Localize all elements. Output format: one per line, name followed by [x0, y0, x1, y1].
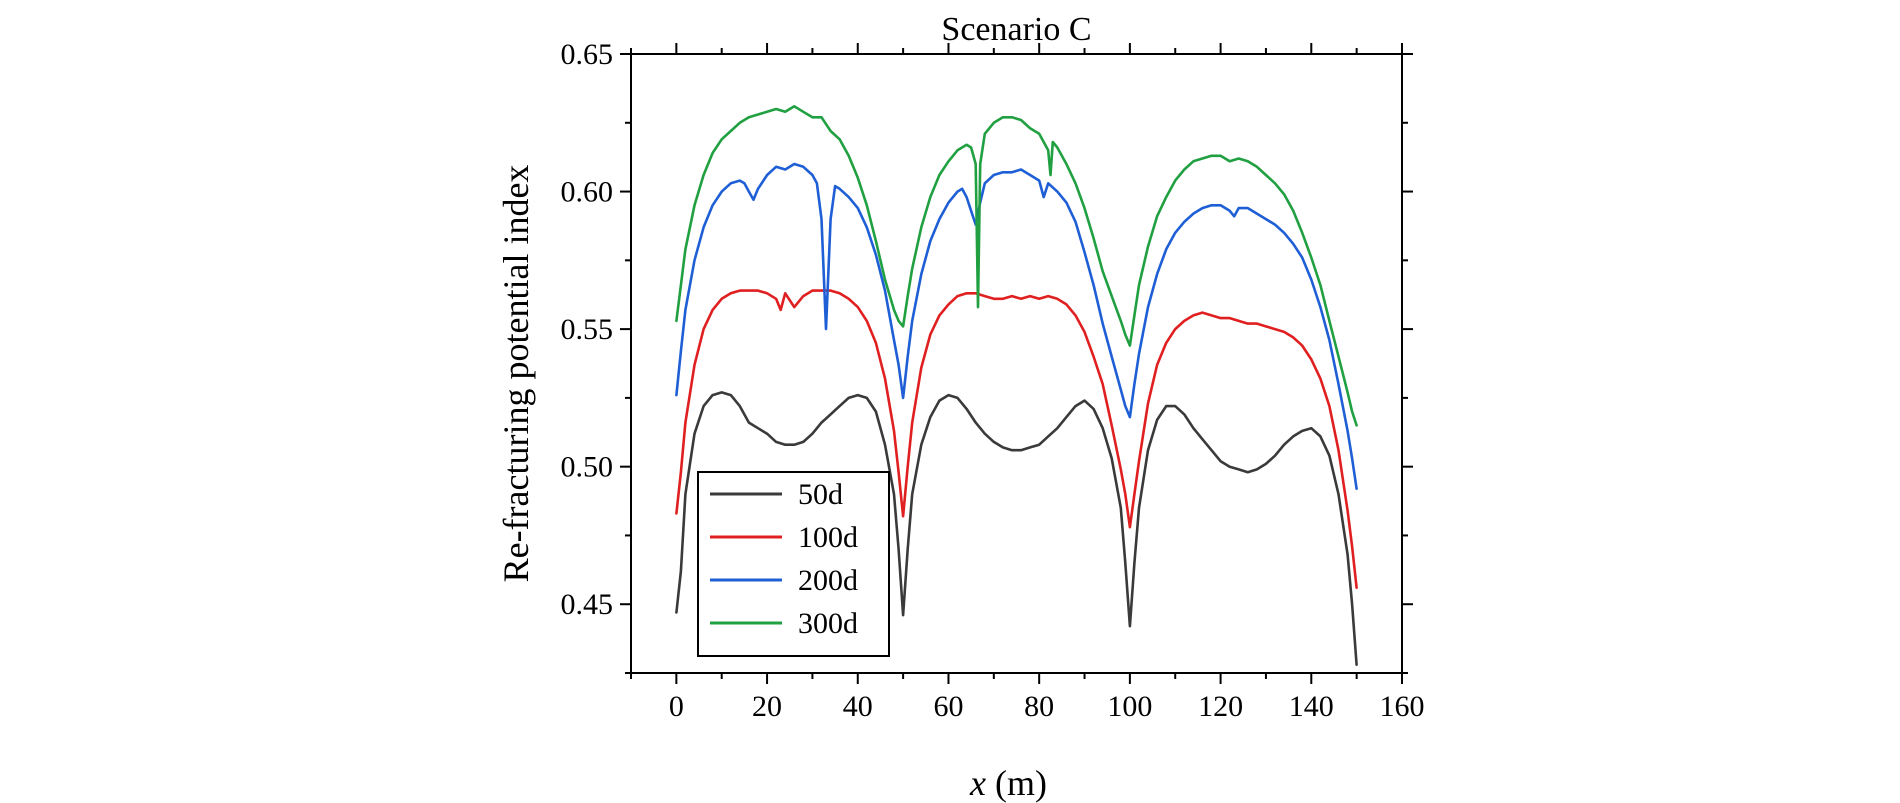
y-axis: 0.45 0.50 0.55 0.60 0.65 Re-fracturing potent…	[496, 38, 1413, 674]
x-tick-label: 140	[1289, 690, 1334, 723]
x-tick-label: 100	[1107, 690, 1152, 723]
y-tick-label: 0.50	[561, 451, 614, 484]
chart-title: Scenario C	[941, 11, 1091, 48]
series-lines	[675, 105, 1358, 666]
legend-label-50d: 50d	[798, 478, 843, 511]
legend-label-300d: 300d	[798, 607, 858, 640]
x-tick-label: 40	[843, 690, 873, 723]
series-line-200d	[675, 162, 1358, 490]
y-tick-label: 0.60	[561, 176, 614, 209]
x-tick-label: 120	[1198, 690, 1243, 723]
x-axis: 0 20 40 60 80 100 120 140 160 x (m)	[630, 43, 1425, 803]
y-tick-label: 0.65	[561, 38, 614, 71]
legend-label-100d: 100d	[798, 521, 858, 554]
x-tick-label: 0	[669, 690, 684, 723]
x-axis-unit: (m)	[986, 763, 1047, 803]
x-axis-title: x (m)	[969, 763, 1047, 803]
legend-label-200d: 200d	[798, 564, 858, 597]
y-tick-label: 0.55	[561, 313, 614, 346]
series-line-50d	[675, 391, 1358, 666]
series-line-300d	[675, 105, 1358, 427]
series-line-100d	[675, 289, 1358, 589]
x-tick-label: 80	[1024, 690, 1054, 723]
x-axis-variable: x	[969, 763, 986, 803]
plot-frame	[630, 53, 1403, 674]
chart-title-group: Scenario C	[941, 11, 1091, 48]
y-axis-title: Re-fracturing potential index	[496, 165, 536, 583]
legend: 50d 100d 200d 300d	[697, 471, 890, 657]
x-tick-label: 160	[1380, 690, 1425, 723]
x-tick-label: 60	[933, 690, 963, 723]
y-tick-label: 0.45	[561, 588, 614, 621]
legend-box	[697, 471, 890, 657]
x-tick-label: 20	[752, 690, 782, 723]
